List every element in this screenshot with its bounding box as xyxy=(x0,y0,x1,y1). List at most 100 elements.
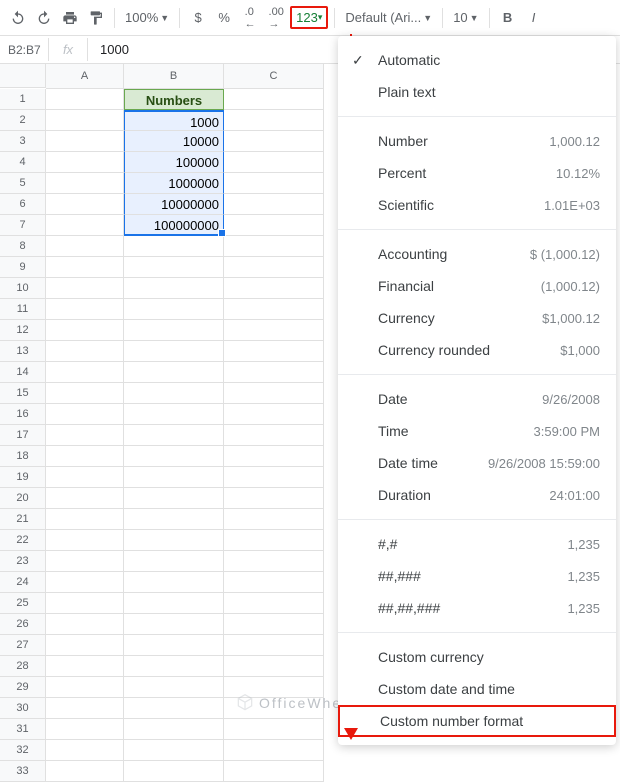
cell[interactable] xyxy=(46,761,124,782)
zoom-dropdown[interactable]: 100%▼ xyxy=(121,10,173,25)
menu-date[interactable]: Date9/26/2008 xyxy=(338,383,616,415)
menu-time[interactable]: Time3:59:00 PM xyxy=(338,415,616,447)
cell[interactable] xyxy=(224,425,324,446)
row-header[interactable]: 8 xyxy=(0,236,46,257)
cell[interactable] xyxy=(124,677,224,698)
row-header[interactable]: 4 xyxy=(0,152,46,173)
menu-pattern-2[interactable]: ##,###1,235 xyxy=(338,560,616,592)
cell[interactable] xyxy=(224,635,324,656)
cell[interactable] xyxy=(46,719,124,740)
row-header[interactable]: 21 xyxy=(0,509,46,530)
cell[interactable] xyxy=(224,656,324,677)
row-header[interactable]: 28 xyxy=(0,656,46,677)
currency-button[interactable]: $ xyxy=(186,6,210,30)
menu-number[interactable]: Number1,000.12 xyxy=(338,125,616,157)
cell[interactable] xyxy=(224,236,324,257)
cell[interactable] xyxy=(46,677,124,698)
cell[interactable] xyxy=(46,89,124,110)
cell[interactable] xyxy=(224,131,324,152)
cell[interactable] xyxy=(46,467,124,488)
cell[interactable]: Numbers xyxy=(124,89,224,110)
cell[interactable] xyxy=(224,257,324,278)
cell[interactable] xyxy=(46,194,124,215)
row-header[interactable]: 15 xyxy=(0,383,46,404)
cell[interactable] xyxy=(46,257,124,278)
cell[interactable]: 1000000 xyxy=(124,173,224,194)
cell[interactable] xyxy=(46,614,124,635)
cell[interactable] xyxy=(124,635,224,656)
cell[interactable] xyxy=(46,488,124,509)
cell[interactable] xyxy=(46,152,124,173)
col-header-c[interactable]: C xyxy=(224,64,324,89)
cell[interactable] xyxy=(224,299,324,320)
cell[interactable] xyxy=(224,467,324,488)
cell[interactable] xyxy=(224,320,324,341)
row-header[interactable]: 23 xyxy=(0,551,46,572)
row-header[interactable]: 5 xyxy=(0,173,46,194)
row-header[interactable]: 11 xyxy=(0,299,46,320)
cell[interactable] xyxy=(224,719,324,740)
cell[interactable]: 10000 xyxy=(124,131,224,152)
row-header[interactable]: 3 xyxy=(0,131,46,152)
name-box[interactable]: B2:B7 xyxy=(0,43,48,57)
cell[interactable] xyxy=(224,404,324,425)
italic-button[interactable]: I xyxy=(522,6,546,30)
cell[interactable] xyxy=(224,551,324,572)
undo-icon[interactable] xyxy=(6,6,30,30)
cell[interactable] xyxy=(46,320,124,341)
cell[interactable] xyxy=(224,383,324,404)
cell[interactable] xyxy=(124,551,224,572)
cell[interactable] xyxy=(46,530,124,551)
cell[interactable] xyxy=(46,446,124,467)
font-size-dropdown[interactable]: 10▼ xyxy=(449,10,482,25)
menu-pattern-3[interactable]: ##,##,###1,235 xyxy=(338,592,616,624)
row-header[interactable]: 20 xyxy=(0,488,46,509)
row-header[interactable]: 9 xyxy=(0,257,46,278)
menu-percent[interactable]: Percent10.12% xyxy=(338,157,616,189)
menu-scientific[interactable]: Scientific1.01E+03 xyxy=(338,189,616,221)
row-header[interactable]: 1 xyxy=(0,89,46,110)
cell[interactable] xyxy=(46,656,124,677)
cell[interactable] xyxy=(124,383,224,404)
cell[interactable] xyxy=(46,593,124,614)
cell[interactable] xyxy=(124,488,224,509)
cell[interactable] xyxy=(46,509,124,530)
menu-datetime[interactable]: Date time9/26/2008 15:59:00 xyxy=(338,447,616,479)
cell[interactable] xyxy=(124,341,224,362)
row-header[interactable]: 32 xyxy=(0,740,46,761)
cell[interactable] xyxy=(124,467,224,488)
row-header[interactable]: 12 xyxy=(0,320,46,341)
cell[interactable] xyxy=(124,530,224,551)
cell[interactable]: 100000000 xyxy=(124,215,224,236)
cell[interactable] xyxy=(46,362,124,383)
cell[interactable] xyxy=(224,488,324,509)
row-header[interactable]: 17 xyxy=(0,425,46,446)
cell[interactable] xyxy=(224,341,324,362)
cell[interactable] xyxy=(46,173,124,194)
cell[interactable] xyxy=(46,383,124,404)
cell[interactable] xyxy=(124,236,224,257)
cell[interactable] xyxy=(46,404,124,425)
cell[interactable] xyxy=(46,341,124,362)
menu-automatic[interactable]: ✓Automatic xyxy=(338,44,616,76)
cell[interactable] xyxy=(46,299,124,320)
cell[interactable] xyxy=(124,572,224,593)
row-header[interactable]: 10 xyxy=(0,278,46,299)
cell[interactable] xyxy=(124,614,224,635)
row-header[interactable]: 19 xyxy=(0,467,46,488)
increase-decimal-button[interactable]: .00→ xyxy=(264,6,288,30)
row-header[interactable]: 22 xyxy=(0,530,46,551)
menu-duration[interactable]: Duration24:01:00 xyxy=(338,479,616,511)
font-dropdown[interactable]: Default (Ari...▼ xyxy=(341,10,436,25)
row-header[interactable]: 33 xyxy=(0,761,46,782)
cell[interactable] xyxy=(124,719,224,740)
cell[interactable]: 1000 xyxy=(124,110,224,131)
cell[interactable] xyxy=(124,509,224,530)
cell[interactable] xyxy=(46,635,124,656)
cell[interactable]: 100000 xyxy=(124,152,224,173)
menu-custom-currency[interactable]: Custom currency xyxy=(338,641,616,673)
paint-format-icon[interactable] xyxy=(84,6,108,30)
row-header[interactable]: 6 xyxy=(0,194,46,215)
row-header[interactable]: 2 xyxy=(0,110,46,131)
cell[interactable] xyxy=(124,761,224,782)
